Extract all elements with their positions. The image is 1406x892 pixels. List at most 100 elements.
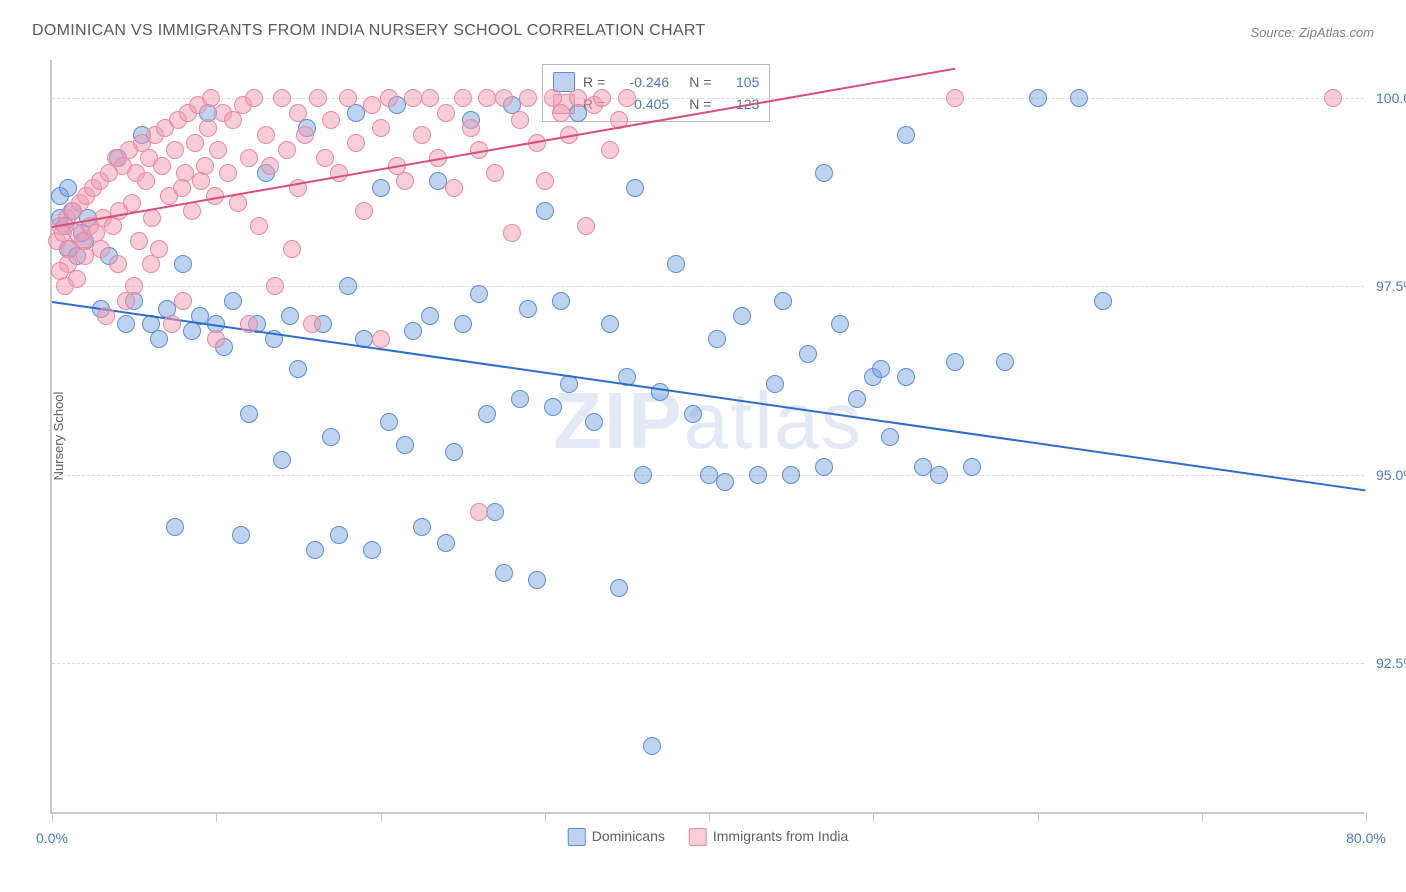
legend-swatch [689,828,707,846]
data-point [163,315,181,333]
data-point [240,315,258,333]
data-point [250,217,268,235]
data-point [278,141,296,159]
data-point [176,164,194,182]
data-point [339,89,357,107]
data-point [51,262,69,280]
data-point [708,330,726,348]
data-point [445,443,463,461]
legend-swatch [568,828,586,846]
x-tick-label: 80.0% [1346,830,1386,846]
x-tick [216,812,217,822]
data-point [684,405,702,423]
y-tick-label: 92.5% [1376,655,1406,671]
data-point [123,194,141,212]
x-tick [381,812,382,822]
data-point [199,119,217,137]
data-point [626,179,644,197]
data-point [552,104,570,122]
data-point [577,217,595,235]
data-point [413,518,431,536]
y-tick-label: 95.0% [1376,467,1406,483]
data-point [437,104,455,122]
data-point [224,292,242,310]
data-point [330,164,348,182]
data-point [848,390,866,408]
data-point [478,405,496,423]
data-point [421,89,439,107]
data-point [1029,89,1047,107]
data-point [117,315,135,333]
data-point [142,255,160,273]
data-point [618,89,636,107]
legend-r-label: R = [583,74,605,90]
data-point [316,149,334,167]
data-point [192,172,210,190]
data-point [914,458,932,476]
x-tick [1366,812,1367,822]
y-tick-label: 97.5% [1376,278,1406,294]
data-point [766,375,784,393]
data-point [593,89,611,107]
data-point [569,89,587,107]
gridline [52,663,1364,664]
data-point [347,134,365,152]
data-point [92,240,110,258]
data-point [372,179,390,197]
data-point [782,466,800,484]
data-point [601,315,619,333]
data-point [643,737,661,755]
series-legend: DominicansImmigrants from India [568,828,849,846]
data-point [536,172,554,190]
data-point [330,526,348,544]
data-point [495,564,513,582]
data-point [996,353,1014,371]
data-point [404,322,422,340]
data-point [511,390,529,408]
data-point [897,368,915,386]
data-point [289,360,307,378]
x-tick [709,812,710,822]
data-point [930,466,948,484]
data-point [544,398,562,416]
data-point [209,141,227,159]
data-point [503,224,521,242]
data-point [454,89,472,107]
x-tick [52,812,53,822]
legend-row: R =-0.246N =105 [553,71,759,93]
y-axis-title: Nursery School [51,392,66,481]
data-point [1324,89,1342,107]
data-point [257,126,275,144]
x-tick-label: 0.0% [36,830,68,846]
data-point [240,149,258,167]
chart-source: Source: ZipAtlas.com [1250,25,1374,40]
data-point [289,104,307,122]
data-point [404,89,422,107]
data-point [511,111,529,129]
data-point [881,428,899,446]
x-tick [873,812,874,822]
data-point [296,126,314,144]
data-point [470,285,488,303]
data-point [266,277,284,295]
data-point [610,579,628,597]
data-point [150,330,168,348]
data-point [273,89,291,107]
data-point [396,172,414,190]
data-point [486,164,504,182]
legend-n-value: 105 [719,74,759,90]
legend-n-label: N = [689,74,711,90]
title-bar: DOMINICAN VS IMMIGRANTS FROM INDIA NURSE… [0,0,1406,48]
data-point [322,111,340,129]
x-tick [545,812,546,822]
data-point [97,307,115,325]
data-point [166,141,184,159]
data-point [872,360,890,378]
data-point [196,157,214,175]
data-point [700,466,718,484]
data-point [749,466,767,484]
data-point [153,157,171,175]
data-point [462,119,480,137]
data-point [380,89,398,107]
data-point [552,292,570,310]
